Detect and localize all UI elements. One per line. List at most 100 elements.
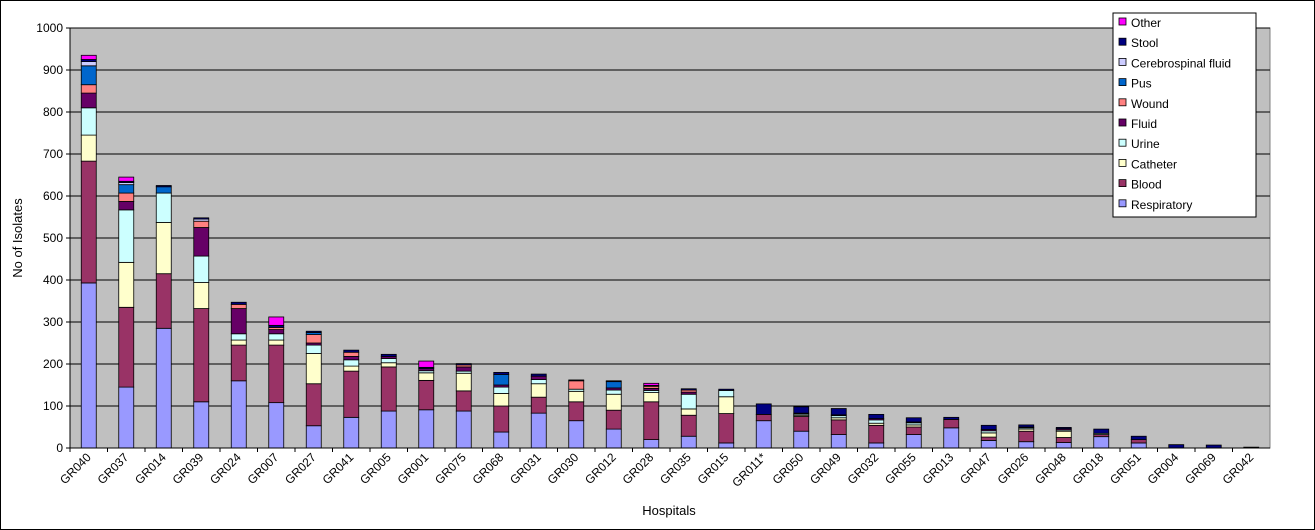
bar-segment-blood: [830, 419, 847, 435]
x-tick-label: GR068: [470, 450, 507, 487]
bar-segment-stool: [1168, 444, 1185, 449]
x-tick-label: GR050: [770, 450, 807, 487]
bar-segment-urine: [680, 393, 697, 410]
legend: Other Stool Cerebrospinal fluid Pus Wound Flu…: [1112, 12, 1257, 218]
bar-segment-stool: [568, 379, 585, 382]
bar-segment-respiratory: [980, 440, 997, 449]
x-tick-label: GR051: [1107, 450, 1144, 487]
bar-segment-fluid: [530, 375, 547, 380]
x-tick-label: GR041: [320, 450, 357, 487]
legend-swatch: [1118, 158, 1127, 167]
legend-swatch: [1118, 58, 1127, 66]
bar-segment-other: [118, 176, 135, 182]
legend-label: Urine: [1131, 137, 1160, 151]
bar-segment-wound: [230, 303, 247, 309]
bar-segment-stool: [305, 330, 322, 333]
bars: [80, 54, 1260, 449]
bar-segment-respiratory: [305, 425, 322, 449]
x-tick-label: GR011*: [729, 450, 769, 490]
bar-segment-blood: [493, 405, 510, 433]
bar-segment-wound: [193, 220, 210, 228]
bar-segment-pus: [155, 186, 172, 194]
bar-segment-blood: [530, 396, 547, 414]
x-tick-label: GR007: [245, 450, 282, 487]
bar-segment-urine: [868, 419, 885, 424]
bar-segment-catheter: [418, 372, 435, 381]
bar-segment-fluid: [193, 227, 210, 257]
bar-segment-respiratory: [605, 428, 622, 449]
bar-segment-blood: [793, 416, 810, 432]
y-tick-label: 900: [43, 63, 63, 77]
bar-segment-respiratory: [793, 430, 810, 449]
bar-segment-catheter: [980, 432, 997, 438]
bar-segment-pus: [605, 381, 622, 389]
bar-segment-stool: [905, 417, 922, 423]
bar-segment-catheter: [568, 390, 585, 403]
legend-label: Blood: [1131, 178, 1162, 192]
x-tick-label: GR032: [845, 450, 882, 487]
bar-segment-urine: [493, 386, 510, 394]
bar-segment-respiratory: [493, 431, 510, 449]
x-tick-label: GR027: [282, 450, 319, 487]
bar-segment-respiratory: [343, 416, 360, 449]
legend-label: Pus: [1131, 77, 1152, 91]
bar-segment-blood: [118, 306, 135, 388]
bar-segment-respiratory: [455, 410, 472, 449]
bar-segment-blood: [905, 426, 922, 435]
bar-segment-respiratory: [718, 442, 735, 449]
bar-segment-catheter: [268, 339, 285, 346]
bar-segment-stool: [193, 217, 210, 220]
bar-segment-wound: [343, 351, 360, 357]
bar-segment-blood: [380, 366, 397, 412]
bar-segment-stool: [605, 380, 622, 383]
bar-segment-blood: [605, 409, 622, 430]
bar-segment-urine: [268, 333, 285, 341]
bar-segment-respiratory: [830, 434, 847, 449]
bar-segment-respiratory: [680, 435, 697, 449]
x-tick-label: GR039: [170, 450, 207, 487]
y-tick-label: 1000: [36, 21, 63, 35]
bar-segment-fluid: [343, 356, 360, 361]
bar-segment-catheter: [455, 372, 472, 392]
bar-segment-pus: [118, 184, 135, 194]
bar-segment-catheter: [343, 365, 360, 372]
bar-segment-stool: [380, 353, 397, 357]
bar-segment-urine: [80, 107, 97, 136]
bar-segment-blood: [305, 383, 322, 427]
bar-segment-catheter: [680, 408, 697, 416]
y-axis-ticks: 0 100 200 300 400 500 600 700 800 900 1000: [36, 21, 70, 455]
x-tick-label: GR047: [957, 450, 994, 487]
bar-segment-stool: [493, 371, 510, 375]
x-tick-label: GR018: [1070, 450, 1107, 487]
bar-segment-respiratory: [568, 420, 585, 449]
legend-label: Other: [1131, 16, 1161, 30]
bar-segment-respiratory: [80, 282, 97, 449]
x-tick-label: GR028: [620, 450, 657, 487]
legend-box: [1112, 12, 1257, 218]
bar-segment-respiratory: [943, 427, 960, 449]
bar-segment-pus: [80, 65, 97, 86]
bar-segment-stool: [943, 416, 960, 420]
y-tick-label: 100: [43, 399, 63, 413]
bar-segment-catheter: [305, 353, 322, 385]
bar-segment-urine: [155, 192, 172, 223]
bar-segment-pus: [493, 374, 510, 386]
bar-segment-blood: [643, 401, 660, 440]
x-tick-label: GR042: [1220, 450, 1257, 487]
legend-label: Stool: [1131, 36, 1158, 50]
bar-segment-urine: [305, 344, 322, 354]
bar-segment-wound: [305, 334, 322, 344]
bar-segment-respiratory: [155, 327, 172, 449]
bar-segment-blood: [193, 308, 210, 403]
x-tick-label: GR024: [207, 450, 244, 487]
bar-segment-respiratory: [1018, 441, 1035, 449]
bar-segment-respiratory: [1093, 436, 1110, 449]
bar-segment-blood: [418, 379, 435, 411]
x-tick-label: GR055: [882, 450, 919, 487]
bar-segment-stool: [793, 406, 810, 414]
bar-segment-catheter: [118, 261, 135, 308]
legend-swatch: [1118, 37, 1127, 46]
bar-segment-urine: [718, 390, 735, 398]
bar-segment-stool: [1093, 428, 1110, 434]
bar-segment-blood: [155, 273, 172, 329]
